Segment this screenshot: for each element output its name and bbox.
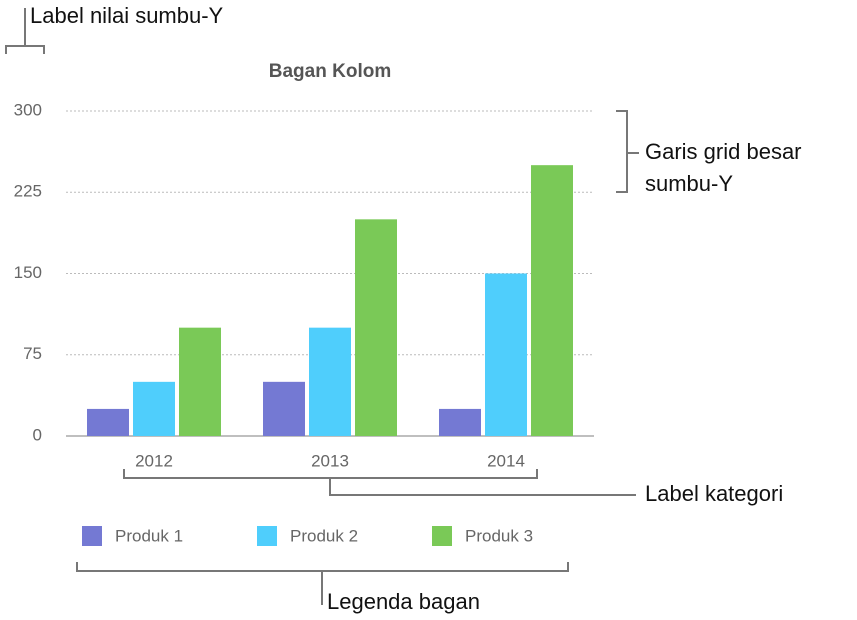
legend-swatch: [82, 526, 102, 546]
legend-swatch: [432, 526, 452, 546]
bar: [133, 381, 175, 436]
legend-swatch: [257, 526, 277, 546]
bracket: [5, 8, 45, 54]
legend-label: Produk 1: [115, 526, 183, 545]
y-tick-label: 225: [14, 182, 42, 201]
bar: [87, 408, 129, 436]
y-tick-label: 300: [14, 100, 42, 119]
x-tick-label: 2014: [487, 451, 525, 470]
bar: [309, 327, 351, 436]
legend-label: Produk 2: [290, 526, 358, 545]
bracket: [616, 110, 639, 193]
bracket: [123, 469, 636, 496]
bar: [531, 165, 573, 436]
x-tick-label: 2012: [135, 451, 173, 470]
annotation: Legenda bagan: [327, 589, 480, 614]
x-tick-label: 2013: [311, 451, 349, 470]
chart-title: Bagan Kolom: [269, 61, 391, 82]
annotation: Label nilai sumbu-Y: [30, 3, 224, 28]
annotation: Garis grid besar: [645, 139, 802, 164]
y-tick-label: 150: [14, 263, 42, 282]
bar: [179, 327, 221, 436]
annotation: Label kategori: [645, 481, 783, 506]
bracket: [76, 562, 569, 605]
bar: [355, 219, 397, 436]
y-tick-label: 75: [23, 344, 42, 363]
y-tick-label: 0: [33, 425, 42, 444]
legend-label: Produk 3: [465, 526, 533, 545]
annotation: sumbu-Y: [645, 171, 733, 196]
bar: [263, 381, 305, 436]
bar: [485, 273, 527, 436]
bar: [439, 408, 481, 436]
